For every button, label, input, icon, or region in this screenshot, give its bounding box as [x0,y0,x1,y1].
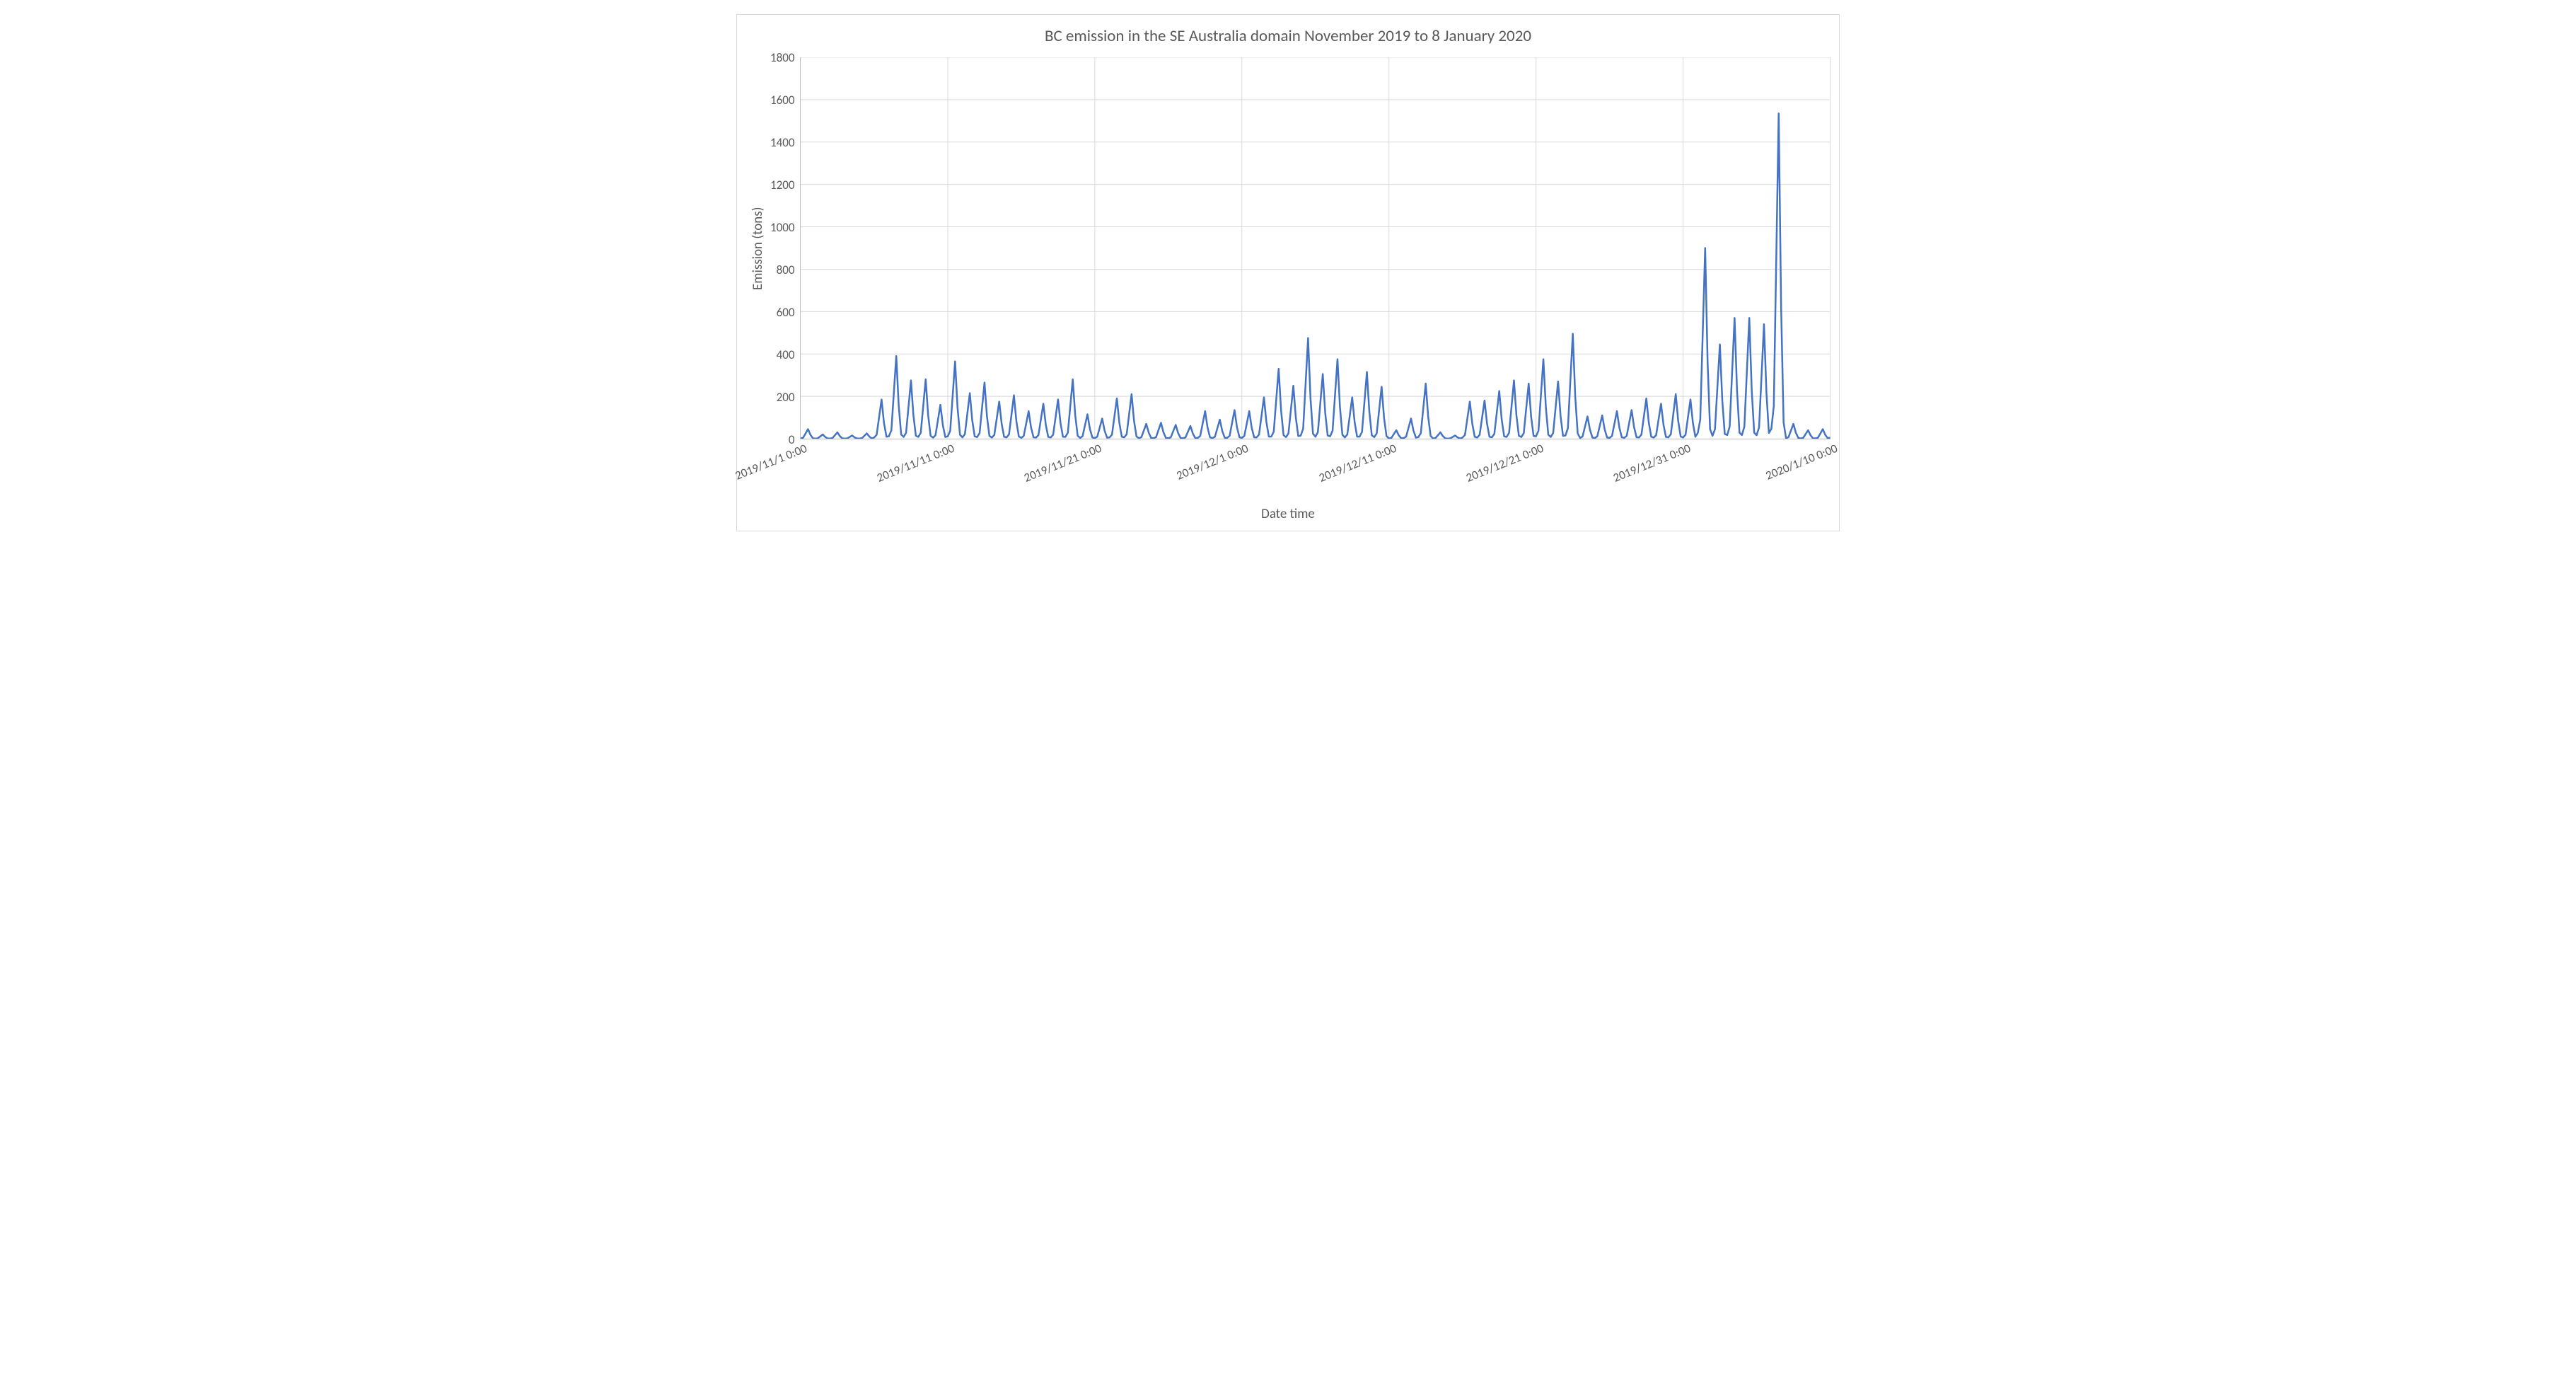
emission-line-series [801,113,1831,439]
x-tick-label: 2019/11/21 0:00 [1022,441,1104,485]
plot-row: Emission (tons) 180016001400120010008006… [745,57,1831,439]
x-tick-label: 2019/11/11 0:00 [875,441,957,485]
line-chart-svg [801,57,1831,439]
x-labels-row: 2019/11/1 0:002019/11/11 0:002019/11/21 … [745,439,1831,503]
y-axis-ticks: 180016001400120010008006004002000 [770,57,800,439]
x-tick-label: 2019/12/11 0:00 [1316,441,1398,485]
x-tick-label: 2019/12/31 0:00 [1611,441,1693,485]
chart-title: BC emission in the SE Australia domain N… [745,26,1831,46]
x-tick-label: 2019/12/21 0:00 [1463,441,1545,485]
y-axis-label: Emission (tons) [745,57,770,439]
x-tick-label: 2019/12/1 0:00 [1175,441,1251,483]
x-axis-ticks: 2019/11/1 0:002019/11/11 0:002019/11/21 … [800,439,1831,503]
x-axis-label: Date time [745,506,1831,522]
chart-container: BC emission in the SE Australia domain N… [736,14,1840,531]
plot-area [800,57,1831,439]
x-tick-label: 2020/1/10 0:00 [1763,441,1840,483]
